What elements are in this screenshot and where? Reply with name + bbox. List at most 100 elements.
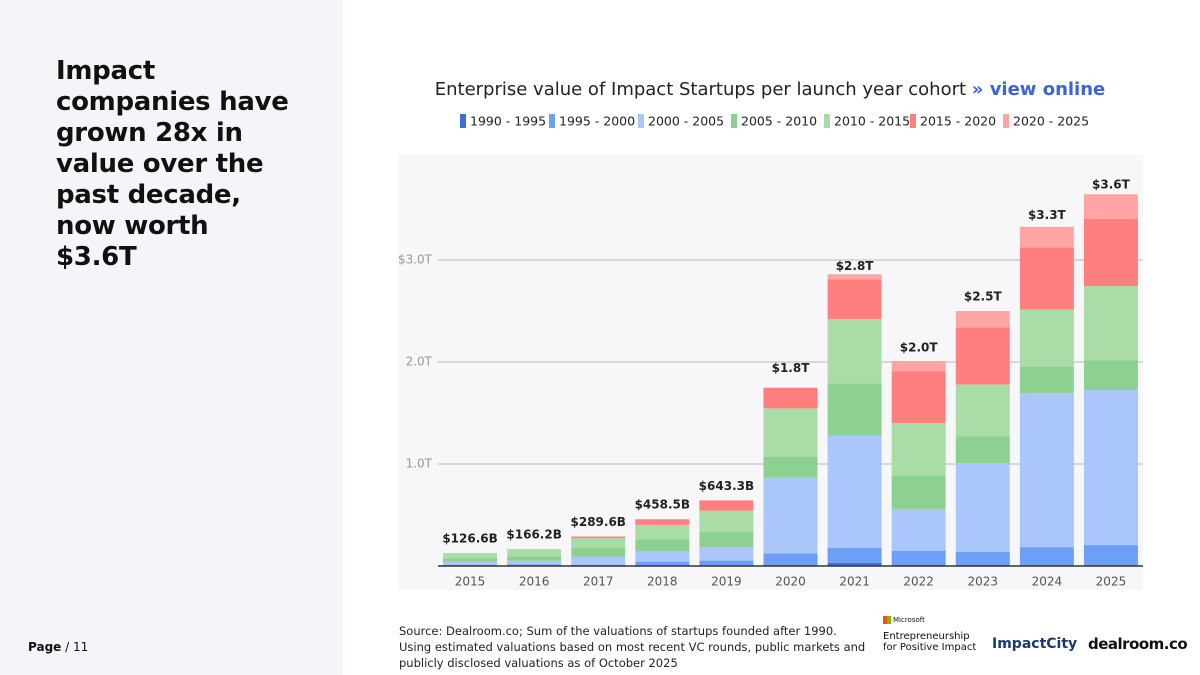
legend-swatch	[549, 114, 555, 128]
bar-segment	[699, 500, 754, 511]
bar-segment	[827, 319, 882, 384]
legend-swatch	[731, 114, 737, 128]
bar-segment	[763, 388, 818, 409]
bar-segment	[571, 556, 626, 565]
total-label: $2.5T	[964, 290, 1003, 304]
bar-segment	[955, 436, 1010, 463]
total-label: $643.3B	[699, 479, 754, 493]
bar-segment	[1083, 360, 1138, 391]
page-count: / 11	[65, 640, 89, 654]
total-label: $2.8T	[836, 259, 875, 273]
bar-segment	[1019, 226, 1074, 248]
bar-segment	[1019, 247, 1074, 310]
bar-segment	[827, 562, 882, 566]
logo-microsoft: Microsoft	[883, 616, 925, 624]
legend-label: 2015 - 2020	[920, 114, 996, 129]
bar-segment	[891, 360, 946, 372]
logo-text: for Positive Impact	[883, 642, 977, 653]
bar-segment	[891, 508, 946, 551]
bar-segment	[1083, 545, 1138, 566]
headline: Impact companies have grown 28x in value…	[56, 56, 289, 272]
x-tick-label: 2016	[519, 575, 550, 589]
total-label: $289.6B	[571, 515, 626, 529]
page-number: Page / 11	[28, 640, 88, 654]
legend-swatch	[1003, 114, 1009, 128]
bar-segment	[1083, 194, 1138, 219]
bar-segment	[571, 538, 626, 548]
legend-label: 1990 - 1995	[470, 114, 546, 129]
bar-segment	[507, 564, 562, 566]
x-tick-label: 2019	[711, 575, 742, 589]
bar-segment	[1019, 393, 1074, 548]
legend-swatch	[824, 114, 830, 128]
bar-segment	[827, 383, 882, 436]
bar-segment	[635, 519, 690, 525]
x-tick-label: 2023	[967, 575, 998, 589]
bar-segment	[1083, 286, 1138, 361]
bar-segment	[1083, 390, 1138, 546]
bar-segment	[443, 561, 498, 565]
legend-swatch	[910, 114, 916, 128]
legend-swatch	[460, 114, 466, 128]
view-online-link[interactable]: » view online	[972, 79, 1105, 100]
bar-segment	[955, 462, 1010, 552]
total-label: $166.2B	[506, 528, 561, 542]
bar-segment	[699, 510, 754, 533]
bar-segment	[507, 556, 562, 561]
bar-segment	[635, 539, 690, 552]
legend-label: 1995 - 2000	[559, 114, 635, 129]
bar-segment	[763, 408, 818, 457]
bar-segment	[891, 550, 946, 565]
source-note: Source: Dealroom.co; Sum of the valuatio…	[399, 624, 866, 670]
bar-segment	[699, 560, 754, 566]
legend-label: 2000 - 2005	[648, 114, 724, 129]
y-tick-label: 1.0T	[406, 457, 433, 471]
bar-segment	[443, 564, 498, 566]
bar-segment	[827, 279, 882, 320]
bar-segment	[955, 311, 1010, 328]
total-label: $3.3T	[1028, 208, 1067, 222]
bar-segment	[891, 475, 946, 509]
bar-segment	[443, 553, 498, 559]
bar-segment	[507, 549, 562, 557]
bar-segment	[635, 561, 690, 566]
bar-segment	[763, 553, 818, 566]
x-tick-label: 2018	[647, 575, 678, 589]
bar-segment	[763, 477, 818, 554]
x-tick-label: 2020	[775, 575, 806, 589]
legend-swatch	[638, 114, 644, 128]
bar-segment	[635, 551, 690, 562]
logo-text: Microsoft	[893, 616, 925, 624]
total-label: $3.6T	[1092, 177, 1131, 191]
bar-segment	[571, 547, 626, 557]
bar-segment	[827, 547, 882, 563]
bar-segment	[571, 536, 626, 539]
y-tick-label: 2.0T	[406, 355, 433, 369]
bar-segment	[763, 387, 818, 389]
logo-dealroom: dealroom.co	[1088, 635, 1188, 653]
y-tick-label: $3.0T	[398, 253, 433, 267]
logo-epi: Entrepreneurship for Positive Impact	[883, 631, 976, 653]
bar-segment	[1019, 547, 1074, 566]
title-text: Enterprise value of Impact Startups per …	[435, 79, 966, 100]
legend-label: 2010 - 2015	[834, 114, 910, 129]
x-tick-label: 2025	[1096, 575, 1127, 589]
bar-segment	[1019, 366, 1074, 394]
x-tick-label: 2022	[903, 575, 934, 589]
x-tick-label: 2017	[583, 575, 614, 589]
bar-segment	[827, 435, 882, 548]
bar-segment	[1019, 309, 1074, 367]
bar-segment	[827, 274, 882, 280]
x-tick-label: 2024	[1032, 575, 1063, 589]
bar-segment	[635, 524, 690, 540]
legend-label: 2020 - 2025	[1013, 114, 1089, 129]
x-tick-label: 2021	[839, 575, 870, 589]
total-label: $2.0T	[900, 341, 939, 355]
logo-impactcity: ImpactCity	[992, 636, 1078, 652]
bar-segment	[955, 327, 1010, 385]
bar-segment	[443, 558, 498, 562]
bar-segment	[955, 551, 1010, 565]
bar-segment	[891, 371, 946, 424]
bar-segment	[891, 423, 946, 476]
legend-label: 2005 - 2010	[741, 114, 817, 129]
